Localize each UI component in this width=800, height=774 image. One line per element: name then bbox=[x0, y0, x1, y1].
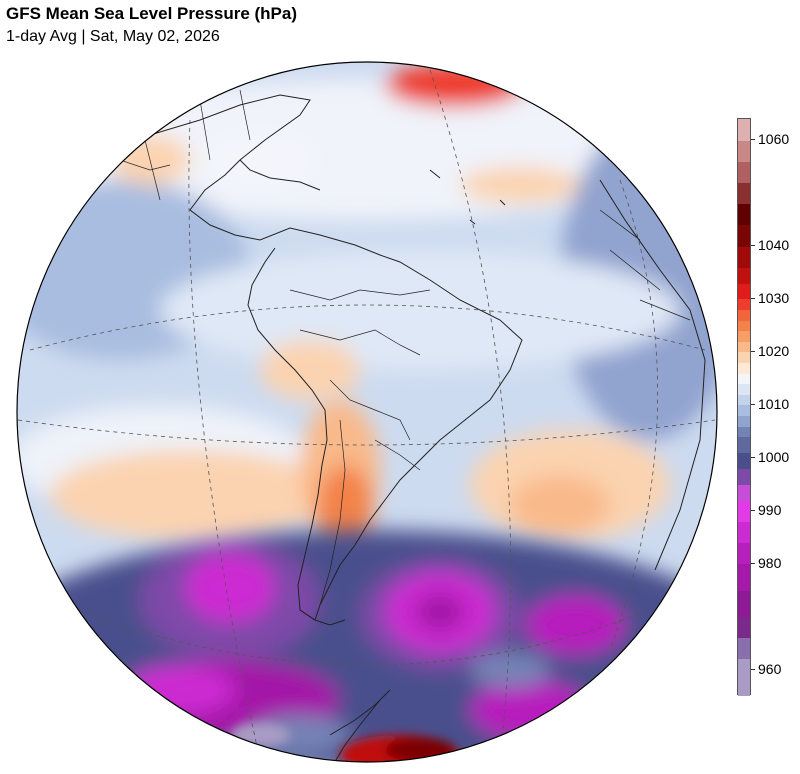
colorbar-segment bbox=[738, 404, 750, 416]
colorbar-segment bbox=[738, 161, 750, 184]
colorbar-segment bbox=[738, 182, 750, 205]
colorbar-segment bbox=[738, 542, 750, 565]
page-subtitle: 1-day Avg | Sat, May 02, 2026 bbox=[6, 28, 220, 45]
colorbar-tick bbox=[751, 509, 755, 511]
colorbar-tick bbox=[751, 350, 755, 352]
colorbar-label-990: 990 bbox=[758, 501, 782, 518]
page-title: GFS Mean Sea Level Pressure (hPa) bbox=[6, 4, 298, 23]
colorbar-tick bbox=[751, 456, 755, 458]
colorbar-segment bbox=[738, 203, 750, 226]
colorbar-label-1010: 1010 bbox=[758, 395, 790, 412]
colorbar-segment bbox=[738, 351, 750, 363]
globe-map bbox=[16, 61, 718, 763]
colorbar-segment bbox=[738, 267, 750, 284]
colorbar-label-980: 980 bbox=[758, 554, 782, 571]
colorbar-label-960: 960 bbox=[758, 660, 782, 677]
colorbar-segment bbox=[738, 394, 750, 406]
colorbar-segment bbox=[738, 616, 750, 639]
colorbar-segment bbox=[738, 320, 750, 332]
colorbar-segment bbox=[738, 309, 750, 321]
colorbar-label-1020: 1020 bbox=[758, 342, 790, 359]
globe-outline bbox=[16, 61, 718, 763]
colorbar-segment bbox=[738, 500, 750, 522]
colorbar-segment bbox=[738, 140, 750, 162]
colorbar-segment bbox=[738, 415, 750, 427]
colorbar-tick bbox=[751, 562, 755, 564]
colorbar-segment bbox=[738, 341, 750, 353]
colorbar-tick bbox=[751, 297, 755, 299]
colorbar-segment bbox=[738, 283, 750, 300]
colorbar-segment bbox=[738, 224, 750, 247]
colorbar-segment bbox=[738, 373, 750, 385]
colorbar-tick bbox=[751, 245, 755, 247]
colorbar-segment bbox=[738, 590, 750, 618]
colorbar-segment bbox=[738, 246, 750, 268]
pressure-field bbox=[17, 62, 717, 762]
colorbar-segment bbox=[738, 362, 750, 374]
colorbar-tick bbox=[751, 139, 755, 141]
colorbar-segment bbox=[738, 298, 750, 311]
colorbar-tick bbox=[751, 668, 755, 670]
colorbar-segment bbox=[738, 484, 750, 501]
colorbar-label-1030: 1030 bbox=[758, 289, 790, 306]
colorbar-segment bbox=[738, 426, 750, 438]
colorbar-label-1000: 1000 bbox=[758, 448, 790, 465]
coastlines bbox=[119, 94, 706, 762]
colorbar-segment bbox=[738, 468, 750, 485]
graticule bbox=[17, 69, 716, 761]
colorbar-segment bbox=[738, 521, 750, 543]
colorbar-segment bbox=[738, 383, 750, 395]
colorbar-segment bbox=[738, 119, 750, 141]
pressure-colorbar bbox=[737, 118, 751, 697]
country-borders bbox=[119, 89, 691, 606]
colorbar-segment bbox=[738, 330, 750, 342]
colorbar-tick bbox=[751, 403, 755, 405]
colorbar-segment bbox=[738, 452, 750, 469]
colorbar-segment bbox=[738, 436, 750, 453]
colorbar-label-1040: 1040 bbox=[758, 237, 790, 254]
colorbar-segment bbox=[738, 658, 750, 697]
colorbar-segment bbox=[738, 563, 750, 591]
colorbar-segment bbox=[738, 637, 750, 660]
colorbar-label-1060: 1060 bbox=[758, 131, 790, 148]
